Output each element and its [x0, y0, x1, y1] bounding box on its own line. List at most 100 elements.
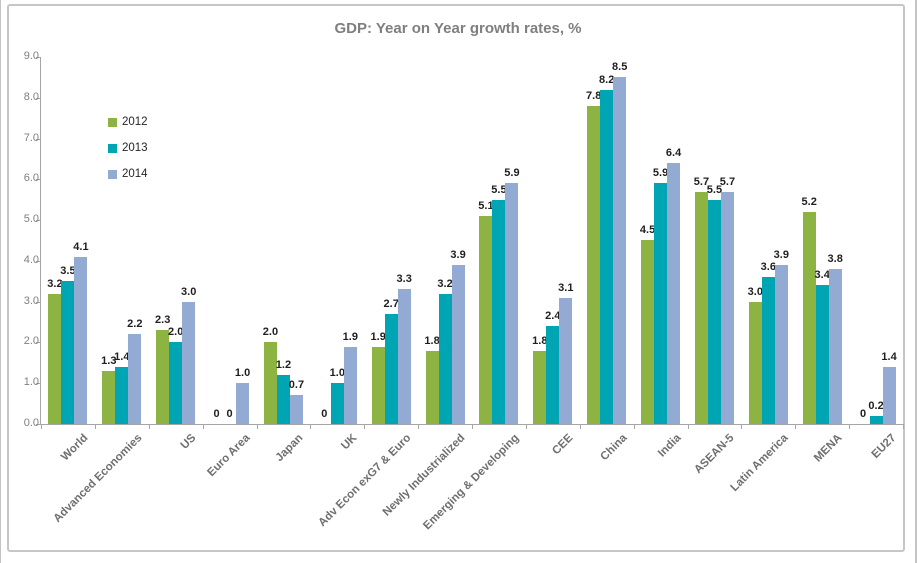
bar-2013 [546, 326, 560, 424]
x-tick-mark [418, 424, 420, 429]
bar-2012 [533, 351, 547, 424]
x-tick-mark [525, 424, 527, 429]
x-tick-mark [579, 424, 581, 429]
y-tick-mark [36, 260, 40, 262]
right-gridline [915, 0, 917, 563]
bar-2014 [397, 289, 411, 424]
data-label: 0 [860, 408, 867, 420]
bar-2013 [61, 281, 75, 424]
legend-swatch-icon [108, 117, 117, 127]
bar-2014 [289, 395, 303, 424]
left-gridline [0, 0, 1, 563]
y-tick-mark [36, 138, 40, 140]
data-label: 3.2 [437, 278, 453, 290]
bar-2014 [343, 347, 357, 424]
data-label: 5.9 [652, 167, 669, 179]
data-label: 6.4 [665, 147, 682, 159]
data-label: 3.4 [814, 269, 830, 281]
data-label: 8.2 [599, 74, 615, 86]
data-label: 8.5 [612, 61, 628, 73]
data-label: 1.4 [881, 351, 897, 363]
data-label: 1.8 [532, 335, 548, 347]
x-axis [40, 424, 903, 425]
y-tick-mark [36, 424, 40, 425]
bar-2013 [815, 285, 829, 424]
data-label: 2.7 [383, 298, 399, 310]
bar-2013 [654, 183, 668, 424]
chart-frame: GDP: Year on Year growth rates, % 2012 20… [7, 4, 905, 552]
bar-2012 [802, 212, 816, 424]
data-label: 4.1 [73, 241, 89, 253]
x-tick-mark [148, 424, 150, 429]
bar-2012 [102, 371, 116, 424]
y-tick-label: 4.0 [23, 253, 39, 266]
y-tick-label: 5.0 [23, 213, 39, 226]
data-label: 3.5 [60, 265, 76, 277]
data-label: 1.4 [114, 351, 130, 363]
legend-swatch-icon [108, 143, 117, 153]
bar-2013 [384, 314, 398, 424]
x-tick-mark [741, 424, 743, 429]
bar-2014 [613, 77, 627, 424]
y-tick-label: 2.0 [23, 335, 39, 348]
bar-2014 [74, 257, 88, 424]
x-tick-mark [795, 424, 797, 429]
x-tick-mark [310, 424, 312, 429]
y-tick-label: 6.0 [23, 172, 39, 185]
legend-item-2013: 2013 [108, 140, 148, 156]
bar-2012 [371, 347, 385, 424]
data-label: 3.1 [558, 282, 574, 294]
data-label: 7.8 [586, 90, 602, 102]
data-label: 1.0 [234, 367, 251, 379]
bar-2012 [641, 240, 655, 424]
bar-2014 [451, 265, 465, 424]
bar-2012 [587, 106, 601, 424]
legend-label: 2014 [122, 168, 148, 180]
legend-label: 2013 [122, 142, 148, 154]
bar-2014 [828, 269, 842, 424]
x-tick-mark [687, 424, 689, 429]
data-label: 5.7 [719, 176, 736, 188]
x-tick-mark [633, 424, 635, 429]
data-label: 2.0 [262, 326, 279, 338]
data-label: 3.2 [47, 278, 63, 290]
chart-title: GDP: Year on Year growth rates, % [334, 20, 582, 37]
data-label: 1.9 [342, 331, 358, 343]
y-tick-mark [36, 301, 40, 303]
bar-2014 [182, 302, 196, 424]
bar-2014 [774, 265, 788, 424]
x-tick-mark [256, 424, 258, 429]
data-label: 4.5 [639, 224, 656, 236]
bar-2013 [492, 200, 506, 424]
data-label: 0 [321, 408, 328, 420]
bar-2012 [156, 330, 170, 424]
bar-2014 [128, 334, 142, 424]
bar-2012 [748, 302, 762, 424]
data-label: 3.9 [773, 249, 789, 261]
bar-2013 [761, 277, 775, 424]
data-label: 3.0 [181, 286, 197, 298]
data-label: 3.9 [450, 249, 466, 261]
x-tick-mark [202, 424, 204, 429]
y-tick-mark [36, 342, 40, 344]
y-tick-label: 0.0 [23, 417, 39, 429]
data-label: 3.8 [827, 253, 843, 265]
legend-swatch-icon [108, 169, 117, 179]
bar-2014 [667, 163, 681, 424]
bar-2012 [263, 342, 277, 424]
data-label: 1.9 [370, 331, 386, 343]
bar-2014 [720, 192, 734, 424]
bar-2012 [694, 192, 708, 424]
data-label: 2.2 [127, 318, 143, 330]
y-tick-label: 1.0 [23, 376, 39, 389]
legend-item-2012: 2012 [108, 114, 148, 130]
bar-2014 [505, 183, 519, 424]
bar-2013 [115, 367, 129, 424]
data-label: 5.9 [504, 167, 520, 179]
data-label: 3.6 [760, 261, 776, 273]
y-tick-mark [36, 220, 40, 222]
data-label: 0 [226, 408, 233, 420]
y-tick-label: 7.0 [23, 131, 39, 144]
data-label: 5.7 [693, 176, 710, 188]
y-tick-mark [36, 97, 40, 99]
